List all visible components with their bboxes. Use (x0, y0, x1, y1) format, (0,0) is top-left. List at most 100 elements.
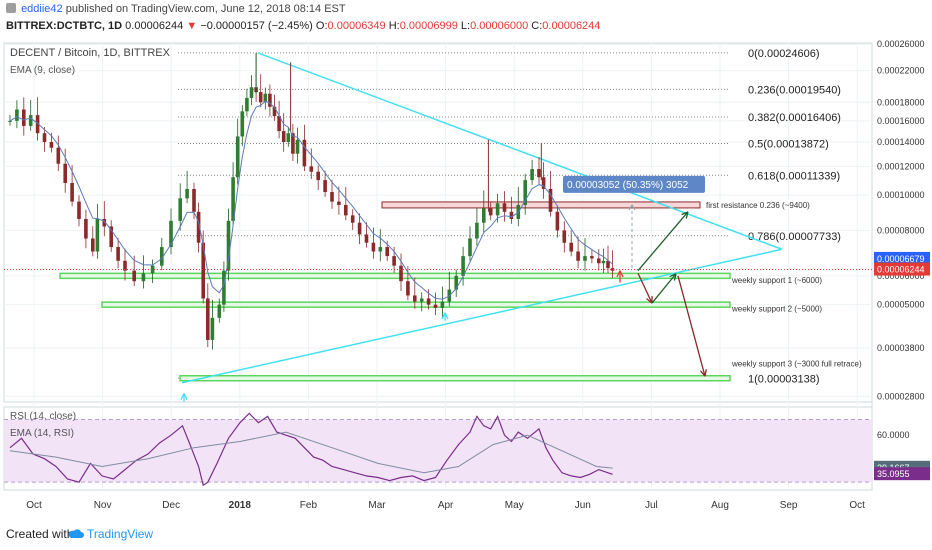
candle-body (316, 171, 320, 181)
y-tick-label: 0.00005000 (877, 300, 925, 310)
candle-body (378, 247, 383, 252)
high-label: H: (388, 20, 400, 32)
candle-body (606, 260, 610, 269)
rsi-band-fill (4, 419, 872, 483)
candle-body (344, 204, 348, 216)
support-label: weekly support 2 (~5000) (731, 305, 822, 314)
price-chart[interactable]: Oct Nov Dec 2018 Feb Mar Apr May Jun Jul Aug Sep Oct… (0, 40, 932, 521)
candle-body (413, 295, 417, 302)
x-tick-label: Nov (94, 500, 112, 511)
arrow-down-support3 (677, 275, 706, 377)
descending-trendline (257, 52, 783, 250)
brand-name: TradingView (87, 527, 154, 541)
candle-body (601, 260, 606, 264)
x-tick-label: Aug (711, 500, 729, 511)
candle-body (488, 208, 493, 216)
price-label-box (874, 262, 930, 276)
candle-body (385, 247, 389, 257)
footer: Created with TradingView (0, 521, 932, 550)
candle-body (399, 265, 403, 282)
candle-body (583, 256, 587, 261)
candle-body (590, 256, 594, 259)
open-value: 0.00006349 (327, 20, 386, 32)
candle-body (392, 256, 396, 266)
arrow-bounce-head (669, 273, 677, 281)
candle-body (150, 265, 155, 274)
candle-body (70, 182, 74, 202)
candle-body (309, 166, 314, 172)
candle-body (185, 188, 189, 199)
candle-body (123, 260, 127, 271)
candle-body (22, 109, 26, 126)
candle-body (56, 147, 61, 164)
candle-body (206, 298, 210, 340)
candle-body (291, 133, 295, 154)
candle-body (461, 256, 465, 276)
candle-body (268, 93, 272, 107)
support-zone (179, 375, 731, 382)
candle-body (371, 242, 376, 252)
cyan-up-arrow-head (180, 393, 188, 401)
y-tick-label: 0.00008000 (877, 225, 925, 235)
measure-label: 0.00003052 (50.35%) 3052 (567, 180, 689, 191)
rsi-ema-legend: EMA (14, RSI) (10, 428, 74, 439)
tradingview-logo[interactable]: TradingView (68, 527, 153, 541)
down-triangle-icon: ▼ (186, 20, 198, 32)
candle-body (502, 203, 507, 212)
last-price: 0.00006244 (125, 20, 184, 32)
fib-level-label: 0.382(0.00016406) (748, 112, 841, 124)
high-value: 0.00006999 (399, 20, 458, 32)
candle-body (226, 220, 231, 271)
candle-body (330, 192, 334, 202)
candle-body (357, 222, 362, 235)
candle-body (475, 222, 479, 239)
username-link[interactable]: eddiie42 (21, 3, 63, 15)
low-label: L: (460, 20, 471, 32)
ascending-trendline (181, 248, 783, 384)
y-tick-label: 0.00003800 (877, 343, 925, 353)
user-avatar-icon (6, 3, 16, 13)
x-tick-label: Apr (438, 500, 454, 511)
arrow-bounce (651, 273, 677, 304)
candle-body (28, 115, 33, 126)
candle-body (295, 139, 300, 154)
candle-body (523, 180, 527, 205)
ema-legend: EMA (9, close) (10, 65, 75, 76)
candle-body (610, 268, 615, 271)
candle-body (576, 251, 580, 261)
fib-level-label: 0.786(0.00007733) (748, 231, 841, 243)
price-label: 0.00006679 (877, 254, 925, 264)
candle-body (15, 109, 19, 121)
candle-body (217, 304, 222, 318)
support-label: weekly support 1 (~6000) (731, 276, 822, 285)
candle-body (240, 111, 245, 137)
resistance-label: first resistance 0.236 (~9400) (706, 201, 810, 210)
cyan-up-arrow-head (441, 312, 449, 320)
rsi-ema-line (9, 431, 613, 474)
y-tick-label: 0.00006000 (877, 271, 925, 281)
measure-arrow-icon (628, 203, 636, 211)
candle-body (440, 301, 445, 308)
price-change: −0.00000157 (−2.45%) (200, 20, 313, 32)
candle-body (91, 238, 95, 252)
candle-body (201, 242, 205, 299)
low-value: 0.00006000 (470, 20, 529, 32)
candle-body (192, 188, 196, 212)
candle-body (196, 211, 201, 243)
candle-body (210, 317, 215, 340)
ema-line (9, 100, 613, 300)
candle-body (263, 93, 268, 103)
resistance-zone (381, 201, 701, 209)
y-tick-label: 0.00022000 (877, 66, 925, 76)
candle-body (350, 215, 355, 223)
arrow-up-resistance-head (681, 211, 689, 219)
chart-header: eddiie42 published on TradingView.com, J… (0, 0, 932, 40)
price-label-box (874, 251, 930, 265)
created-with-text: Created with (6, 527, 74, 541)
arrow-down-support2 (637, 272, 653, 304)
candle-body (281, 131, 286, 143)
candle-body (302, 139, 307, 167)
measure-label-box (563, 175, 705, 193)
candle-body (77, 201, 81, 219)
rsi-legend: RSI (14, close) (10, 411, 76, 422)
